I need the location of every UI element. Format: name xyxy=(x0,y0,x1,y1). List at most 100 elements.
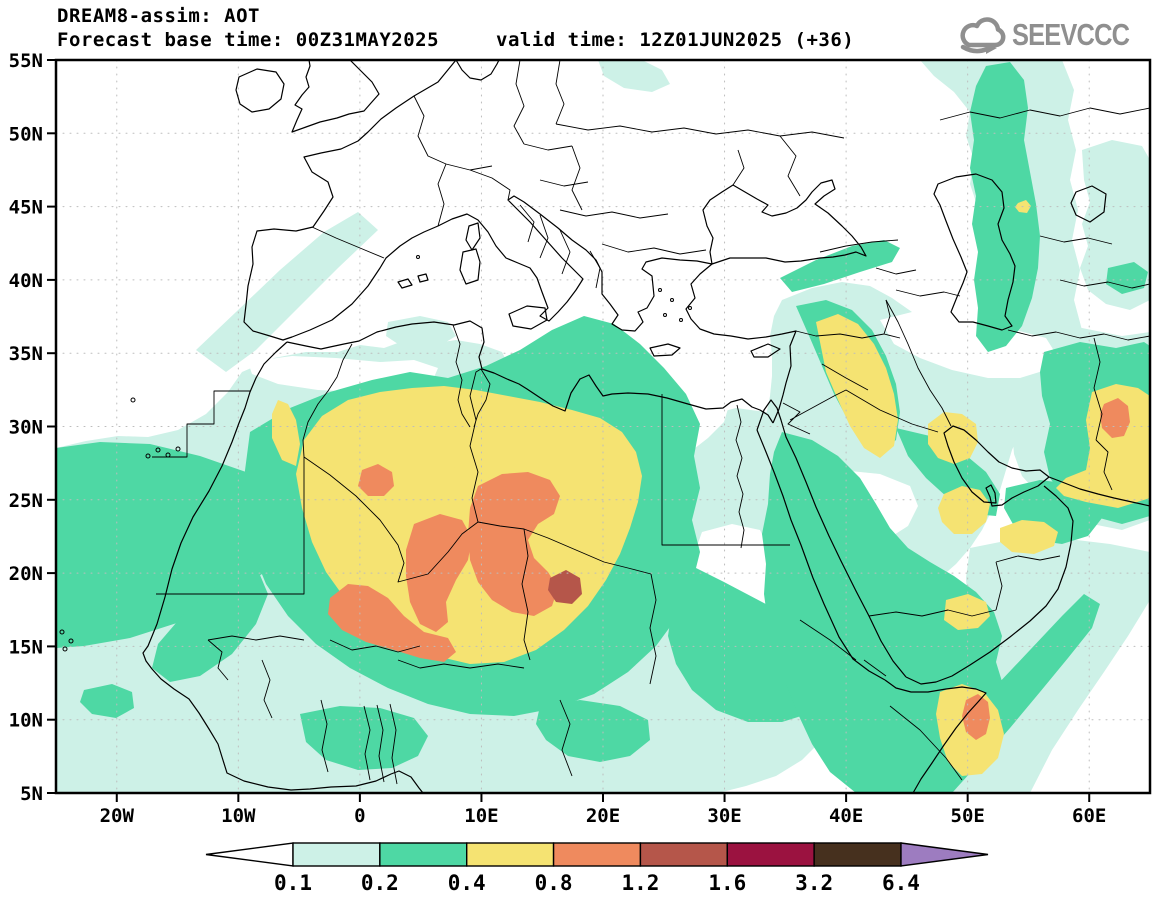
island-dot xyxy=(663,313,667,317)
coastline xyxy=(142,320,774,793)
country-border xyxy=(207,635,421,719)
island-dot xyxy=(62,646,68,652)
country-border xyxy=(477,521,652,661)
country-border xyxy=(303,456,479,583)
lon-tick-label: 10E xyxy=(464,805,498,827)
island-dot xyxy=(416,255,420,259)
country-border xyxy=(799,619,963,781)
lon-tick-label: 60E xyxy=(1072,805,1106,827)
seevccc-logo-text: SEEVCCC xyxy=(1012,17,1130,52)
aot-region xyxy=(938,486,990,534)
aot-region xyxy=(1100,398,1130,438)
colorbar-segment xyxy=(639,842,728,867)
aot-region xyxy=(548,570,582,604)
country-border xyxy=(819,239,961,297)
lat-tick-label: 45N xyxy=(9,197,43,219)
coastline xyxy=(455,60,500,81)
aot-region xyxy=(272,400,300,466)
colorbar-tick-label: 0.4 xyxy=(448,871,486,895)
island-dot xyxy=(670,298,674,302)
aot-colorbar: 0.1 0.2 0.4 0.8 1.2 1.6 3.2 6.4 xyxy=(205,842,989,895)
coastline xyxy=(756,429,886,681)
lon-tick-label: 10W xyxy=(221,805,256,827)
aot-region xyxy=(468,472,560,616)
aot-region xyxy=(1000,520,1058,554)
aot-region xyxy=(536,700,650,762)
lat-tick-label: 50N xyxy=(9,123,43,145)
colorbar-tick-label: 0.1 xyxy=(274,871,312,895)
lat-tick-label: 5N xyxy=(20,783,43,805)
lat-tick-label: 20N xyxy=(9,563,43,585)
aot-region xyxy=(300,706,428,770)
coastline xyxy=(235,68,285,113)
coastline xyxy=(933,173,1016,331)
country-border xyxy=(782,299,1061,617)
island-dot xyxy=(688,306,692,310)
country-border xyxy=(311,60,845,289)
lat-tick-label: 30N xyxy=(9,417,43,439)
aot-region xyxy=(406,514,472,632)
aot-region xyxy=(56,442,298,648)
coastline xyxy=(905,476,1150,685)
longitude-axis: 20W 10W 0 10E 20E 30E 40E 50E 60E xyxy=(100,793,1106,827)
colorbar-segment xyxy=(292,842,381,867)
island-dot xyxy=(130,397,136,403)
coastline xyxy=(291,60,380,133)
coastline xyxy=(243,60,797,424)
seevccc-cloud-icon xyxy=(960,17,1006,54)
colorbar-tick-label: 0.2 xyxy=(361,871,399,895)
seevccc-logo: SEEVCCC xyxy=(957,12,1155,58)
country-border xyxy=(885,299,1150,491)
aot-region xyxy=(152,556,268,682)
colorbar-tick-label: 1.6 xyxy=(708,871,746,895)
lon-tick-label: 20E xyxy=(586,805,620,827)
island-dot xyxy=(155,447,161,453)
coastline xyxy=(884,679,987,793)
plot-subtitle: Forecast base time: 00Z31MAY2025 valid ti… xyxy=(57,29,854,51)
lat-tick-label: 10N xyxy=(9,710,43,732)
lat-tick-label: 25N xyxy=(9,490,43,512)
valid-time: valid time: 12Z01JUN2025 (+36) xyxy=(496,29,855,51)
lat-tick-label: 35N xyxy=(9,343,43,365)
colorbar-segment xyxy=(466,842,555,867)
coastline xyxy=(750,343,781,358)
aot-region xyxy=(880,310,1056,378)
island-dot xyxy=(68,638,74,644)
lat-tick-label: 55N xyxy=(9,50,43,72)
colorbar-above-max-arrow xyxy=(900,842,989,867)
island-dot xyxy=(59,629,65,635)
colorbar-segment xyxy=(379,842,468,867)
coastline xyxy=(649,343,681,357)
coastline xyxy=(1070,185,1107,223)
aot-region xyxy=(196,212,378,372)
colorbar-tick-label: 1.2 xyxy=(621,871,659,895)
lat-tick-label: 40N xyxy=(9,270,43,292)
country-borders xyxy=(152,60,1150,785)
colorbar-segment xyxy=(726,842,815,867)
coastlines xyxy=(142,60,1150,793)
latitude-axis: 55N 50N 45N 40N 35N 30N 25N 20N 15N 10N 5N xyxy=(9,50,56,805)
colorbar-segment xyxy=(813,842,902,867)
aot-region xyxy=(944,594,990,630)
country-border xyxy=(939,107,1150,289)
plot-header: DREAM8-assim: AOT Forecast base time: 00… xyxy=(57,5,854,51)
lat-tick-label: 15N xyxy=(9,636,43,658)
coastline xyxy=(702,179,867,265)
colorbar-below-min-arrow xyxy=(205,842,294,867)
colorbar-tick-label: 3.2 xyxy=(795,871,833,895)
colorbar-tick-label: 0.8 xyxy=(535,871,573,895)
country-border xyxy=(649,573,657,685)
colorbar-tick-label: 6.4 xyxy=(882,871,920,895)
aot-region xyxy=(328,584,456,662)
island-dot xyxy=(679,318,683,322)
island-dot xyxy=(145,453,151,459)
country-border xyxy=(735,404,745,549)
country-border xyxy=(152,390,250,458)
coastline xyxy=(508,305,548,330)
lon-tick-label: 50E xyxy=(951,805,985,827)
aot-region xyxy=(962,694,990,740)
country-border xyxy=(320,659,573,785)
aot-region xyxy=(780,240,900,292)
colorbar-segment xyxy=(552,842,642,867)
